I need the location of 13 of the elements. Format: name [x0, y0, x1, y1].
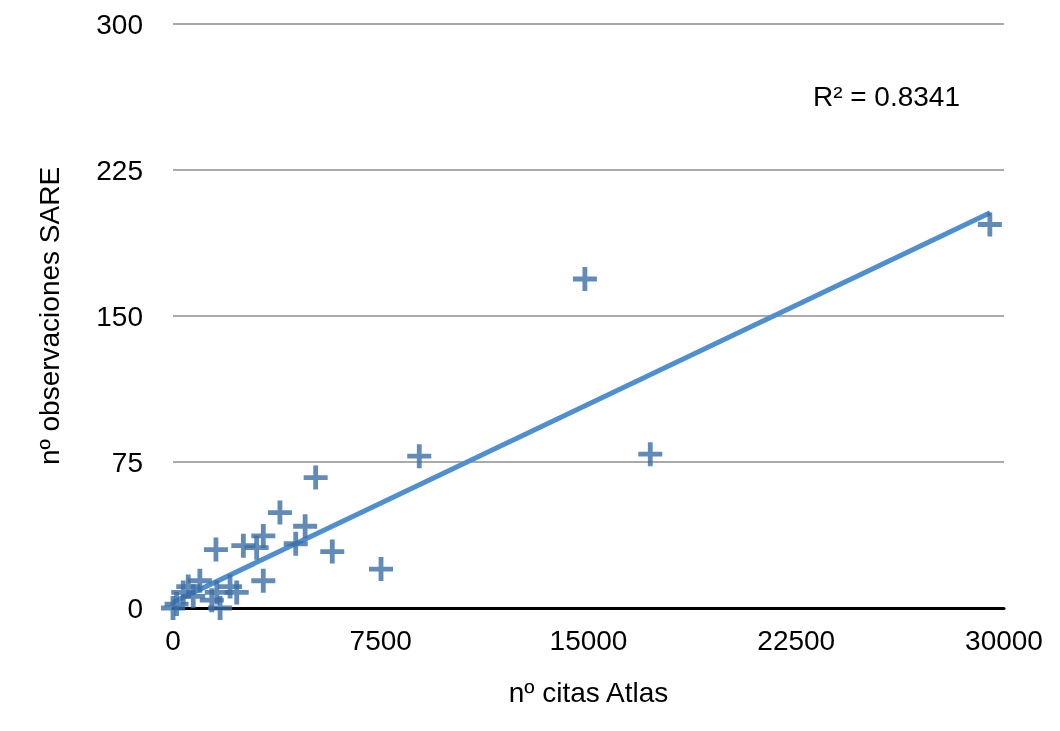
y-tick-label: 75	[111, 446, 143, 478]
y-tick-label: 225	[96, 154, 143, 186]
x-axis-title: nº citas Atlas	[508, 676, 669, 708]
y-tick-label: 300	[96, 8, 143, 40]
y-tick-label: 150	[96, 300, 143, 332]
annotation: R² = 0.8341	[812, 80, 961, 112]
x-tick-label: 7500	[349, 624, 412, 656]
y-axis-title: nº observaciones SARE	[33, 166, 65, 466]
x-tick-label: 30000	[965, 624, 1043, 656]
y-tick-label: 0	[127, 592, 143, 624]
x-tick-label: 15000	[549, 624, 628, 656]
x-tick-label: 0	[165, 624, 181, 656]
x-tick-label: 22500	[757, 624, 836, 656]
